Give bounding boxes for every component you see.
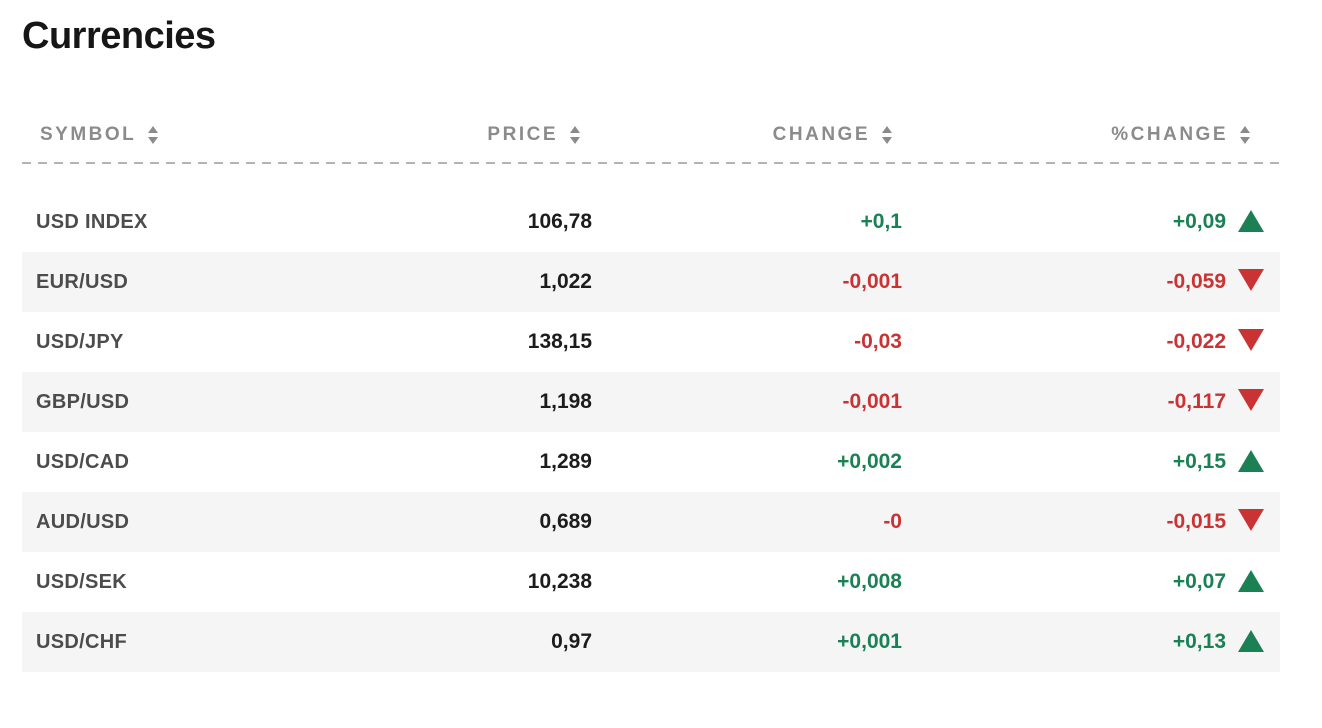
page-title: Currencies bbox=[22, 15, 216, 57]
price-cell: 1,198 bbox=[539, 390, 592, 413]
column-header-symbol[interactable]: SYMBOL bbox=[22, 124, 330, 146]
change-direction-icon bbox=[1238, 570, 1264, 592]
pct-change-cell: +0,13 bbox=[902, 630, 1280, 654]
change-direction-icon bbox=[1238, 269, 1264, 291]
table-row-aud-usd[interactable]: AUD/USD 0,689 -0 -0,015 bbox=[22, 492, 1280, 552]
symbol-cell: USD/CAD bbox=[36, 450, 130, 473]
change-cell: -0,001 bbox=[842, 270, 902, 293]
pct-change-cell: +0,07 bbox=[902, 570, 1280, 594]
change-direction-icon bbox=[1238, 389, 1264, 411]
sort-arrows-icon bbox=[570, 126, 580, 144]
column-header-price-label: PRICE bbox=[487, 124, 558, 145]
sort-arrows-icon bbox=[148, 126, 159, 144]
pct-change-cell: -0,015 bbox=[902, 509, 1280, 535]
change-cell: +0,002 bbox=[837, 450, 902, 473]
price-cell: 0,97 bbox=[551, 630, 592, 653]
table-row-usd-jpy[interactable]: USD/JPY 138,15 -0,03 -0,022 bbox=[22, 312, 1280, 372]
change-direction-icon bbox=[1238, 450, 1264, 472]
price-cell: 138,15 bbox=[527, 330, 592, 353]
pct-change-cell: -0,022 bbox=[902, 329, 1280, 355]
pct-change-value: +0,09 bbox=[1172, 210, 1226, 233]
symbol-cell: USD/JPY bbox=[36, 330, 124, 353]
currencies-panel: Currencies SYMBOL PRICE CHANGE %CHANGE U… bbox=[22, 0, 1280, 672]
symbol-cell: GBP/USD bbox=[36, 390, 130, 413]
header-divider bbox=[22, 162, 1280, 164]
price-cell: 0,689 bbox=[539, 510, 592, 533]
change-direction-icon bbox=[1238, 509, 1264, 531]
symbol-cell: AUD/USD bbox=[36, 510, 130, 533]
change-cell: -0 bbox=[883, 510, 902, 533]
symbol-cell: EUR/USD bbox=[36, 270, 129, 293]
change-direction-icon bbox=[1238, 630, 1264, 652]
pct-change-cell: +0,09 bbox=[902, 210, 1280, 234]
column-header-change[interactable]: CHANGE bbox=[592, 124, 902, 146]
table-row-eur-usd[interactable]: EUR/USD 1,022 -0,001 -0,059 bbox=[22, 252, 1280, 312]
column-header-pct-change[interactable]: %CHANGE bbox=[902, 124, 1280, 146]
pct-change-value: -0,022 bbox=[1166, 330, 1226, 353]
table-row-usd-chf[interactable]: USD/CHF 0,97 +0,001 +0,13 bbox=[22, 612, 1280, 672]
price-cell: 10,238 bbox=[527, 570, 592, 593]
pct-change-value: -0,015 bbox=[1166, 510, 1226, 533]
change-direction-icon bbox=[1238, 329, 1264, 351]
change-cell: +0,001 bbox=[837, 630, 902, 653]
column-header-pct-change-label: %CHANGE bbox=[1111, 124, 1228, 145]
table-row-usd-sek[interactable]: USD/SEK 10,238 +0,008 +0,07 bbox=[22, 552, 1280, 612]
pct-change-cell: -0,059 bbox=[902, 269, 1280, 295]
pct-change-value: -0,117 bbox=[1167, 390, 1226, 413]
sort-arrows-icon bbox=[1240, 126, 1250, 144]
change-cell: -0,03 bbox=[854, 330, 902, 353]
symbol-cell: USD/CHF bbox=[36, 630, 127, 653]
sort-arrows-icon bbox=[882, 126, 892, 144]
change-direction-icon bbox=[1238, 210, 1264, 232]
change-cell: +0,008 bbox=[837, 570, 902, 593]
change-cell: -0,001 bbox=[842, 390, 902, 413]
pct-change-cell: +0,15 bbox=[902, 450, 1280, 474]
pct-change-value: +0,13 bbox=[1172, 630, 1226, 653]
symbol-cell: USD/SEK bbox=[36, 570, 128, 593]
column-header-symbol-label: SYMBOL bbox=[40, 124, 137, 145]
price-cell: 1,289 bbox=[539, 450, 592, 473]
column-header-price[interactable]: PRICE bbox=[330, 124, 592, 146]
price-cell: 106,78 bbox=[527, 210, 592, 233]
table-header-row: SYMBOL PRICE CHANGE %CHANGE bbox=[22, 108, 1280, 162]
pct-change-value: -0,059 bbox=[1166, 270, 1226, 293]
table-row-usd-index[interactable]: USD INDEX 106,78 +0,1 +0,09 bbox=[22, 192, 1280, 252]
table-row-gbp-usd[interactable]: GBP/USD 1,198 -0,001 -0,117 bbox=[22, 372, 1280, 432]
currencies-table-body: USD INDEX 106,78 +0,1 +0,09 EUR/USD 1,02… bbox=[22, 192, 1280, 672]
pct-change-value: +0,15 bbox=[1172, 450, 1226, 473]
change-cell: +0,1 bbox=[860, 210, 902, 233]
price-cell: 1,022 bbox=[539, 270, 592, 293]
symbol-cell: USD INDEX bbox=[36, 210, 148, 233]
pct-change-value: +0,07 bbox=[1172, 570, 1226, 593]
column-header-change-label: CHANGE bbox=[772, 124, 870, 145]
pct-change-cell: -0,117 bbox=[902, 389, 1280, 415]
table-row-usd-cad[interactable]: USD/CAD 1,289 +0,002 +0,15 bbox=[22, 432, 1280, 492]
